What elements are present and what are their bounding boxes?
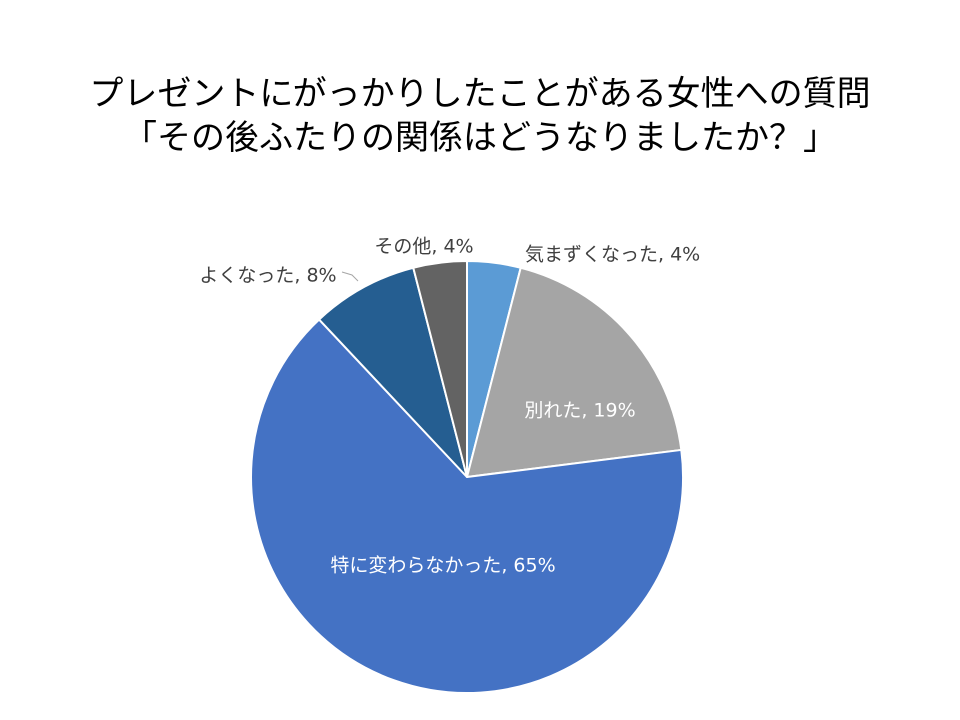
pie-slices bbox=[250, 260, 684, 694]
data-label-5: その他, 4% bbox=[374, 236, 473, 258]
data-label-3: 特に変わらなかった, 65% bbox=[330, 555, 555, 577]
leader-line-4 bbox=[341, 271, 359, 282]
pie-slice-2 bbox=[466, 266, 683, 478]
data-label-1: 気まずくなった, 4% bbox=[525, 244, 700, 266]
data-label-4: よくなった, 8% bbox=[199, 265, 336, 287]
leader-lines bbox=[341, 271, 359, 282]
pie-slice-4 bbox=[318, 266, 468, 478]
pie-slice-3 bbox=[250, 318, 684, 694]
chart-title-line-2: 「その後ふたりの関係はどうなりましたか？」 bbox=[123, 118, 837, 158]
chart-title-line-1: プレゼントにがっかりしたことがある女性への質問 bbox=[89, 74, 871, 114]
pie-slice-5 bbox=[412, 260, 468, 478]
data-label-2: 別れた, 19% bbox=[524, 400, 635, 422]
data-labels: 気まずくなった, 4% 別れた, 19% 特に変わらなかった, 65% よくなった, … bbox=[199, 236, 700, 577]
